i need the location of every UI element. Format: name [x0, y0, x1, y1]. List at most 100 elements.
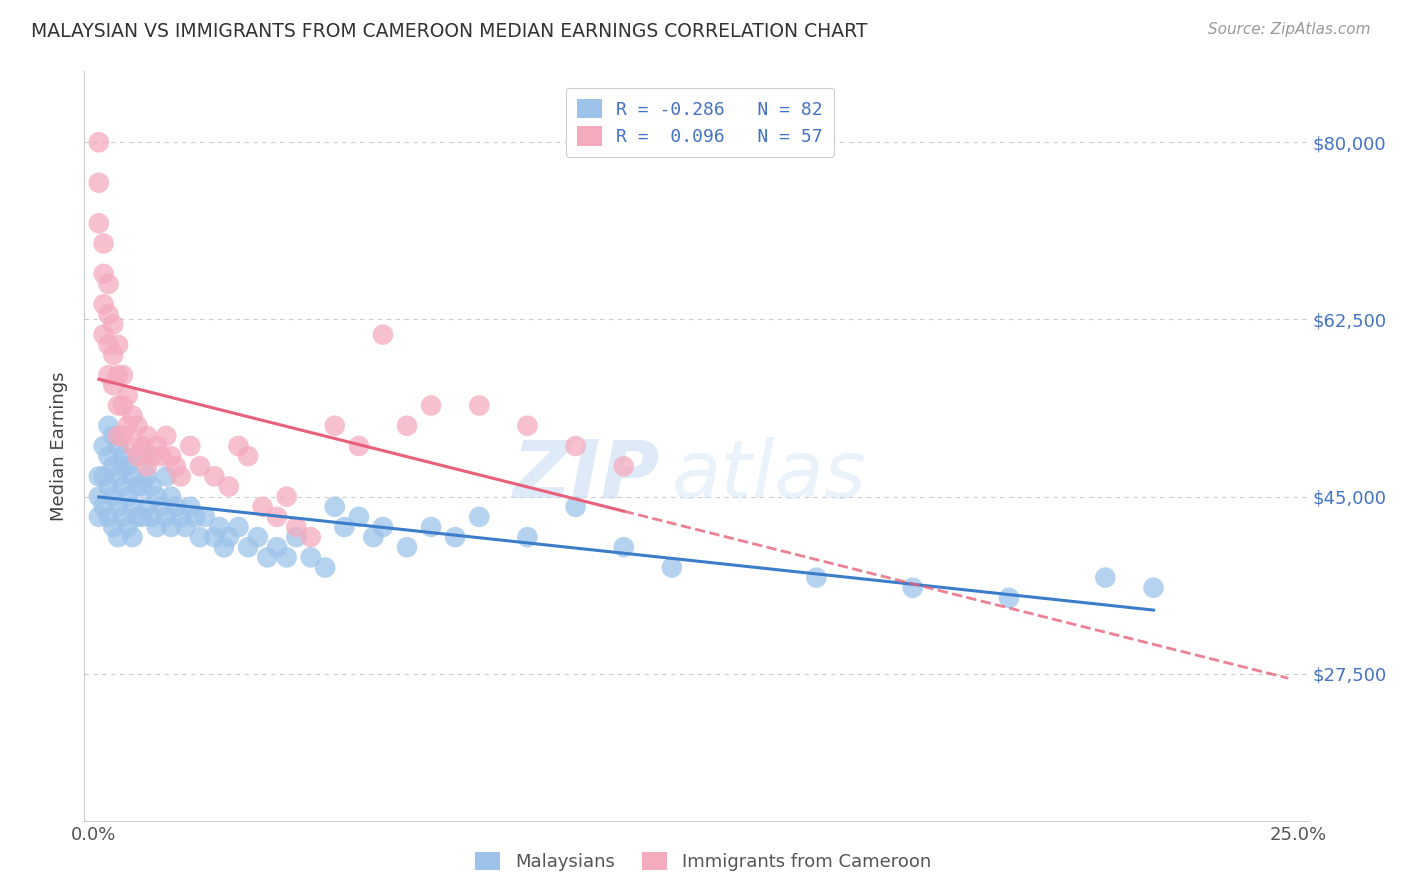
Point [131, 439, 153, 453]
Point [333, 520, 356, 534]
Point [420, 520, 443, 534]
Point [107, 500, 129, 514]
Point [87, 176, 110, 190]
Point [246, 530, 269, 544]
Point [136, 469, 159, 483]
Point [160, 449, 183, 463]
Point [131, 509, 153, 524]
Point [107, 429, 129, 443]
Point [97, 277, 120, 291]
Point [184, 509, 207, 524]
Point [395, 541, 418, 555]
Point [363, 530, 385, 544]
Point [97, 418, 120, 433]
Point [121, 530, 143, 544]
Point [218, 479, 240, 493]
Point [468, 509, 491, 524]
Point [107, 399, 129, 413]
Point [150, 500, 173, 514]
Point [141, 479, 163, 493]
Point [236, 541, 259, 555]
Point [516, 530, 538, 544]
Point [165, 500, 187, 514]
Point [285, 520, 308, 534]
Point [117, 418, 139, 433]
Point [613, 541, 636, 555]
Point [93, 327, 115, 342]
Point [202, 530, 225, 544]
Point [93, 469, 115, 483]
Point [299, 530, 322, 544]
Point [121, 439, 143, 453]
Point [97, 337, 120, 351]
Point [266, 509, 288, 524]
Point [141, 509, 163, 524]
Point [266, 541, 288, 555]
Point [141, 449, 163, 463]
Point [127, 509, 149, 524]
Point [103, 520, 125, 534]
Point [564, 500, 586, 514]
Text: ZIP: ZIP [512, 437, 659, 515]
Point [218, 530, 240, 544]
Point [516, 418, 538, 433]
Point [276, 490, 298, 504]
Legend: R = -0.286   N = 82, R =  0.096   N = 57: R = -0.286 N = 82, R = 0.096 N = 57 [565, 88, 834, 157]
Point [97, 307, 120, 321]
Point [103, 490, 125, 504]
Point [371, 520, 394, 534]
Point [194, 509, 217, 524]
Point [179, 500, 201, 514]
Point [150, 449, 173, 463]
Point [107, 530, 129, 544]
Point [117, 520, 139, 534]
Point [901, 581, 924, 595]
Point [564, 439, 586, 453]
Point [97, 479, 120, 493]
Point [93, 236, 115, 251]
Point [103, 429, 125, 443]
Point [127, 418, 149, 433]
Point [107, 469, 129, 483]
Text: MALAYSIAN VS IMMIGRANTS FROM CAMEROON MEDIAN EARNINGS CORRELATION CHART: MALAYSIAN VS IMMIGRANTS FROM CAMEROON ME… [31, 22, 868, 41]
Point [107, 368, 129, 383]
Point [93, 297, 115, 311]
Point [323, 418, 346, 433]
Point [202, 469, 225, 483]
Point [93, 439, 115, 453]
Point [444, 530, 467, 544]
Point [117, 490, 139, 504]
Point [111, 479, 134, 493]
Point [160, 520, 183, 534]
Point [1142, 581, 1164, 595]
Point [613, 459, 636, 474]
Point [87, 509, 110, 524]
Point [87, 469, 110, 483]
Point [155, 509, 177, 524]
Point [347, 509, 370, 524]
Point [136, 500, 159, 514]
Point [208, 520, 231, 534]
Point [121, 469, 143, 483]
Text: atlas: atlas [672, 437, 866, 515]
Point [93, 500, 115, 514]
Point [188, 459, 211, 474]
Point [179, 439, 201, 453]
Point [111, 509, 134, 524]
Text: Source: ZipAtlas.com: Source: ZipAtlas.com [1208, 22, 1371, 37]
Point [155, 469, 177, 483]
Point [256, 550, 278, 565]
Point [347, 439, 370, 453]
Point [111, 459, 134, 474]
Point [111, 368, 134, 383]
Point [87, 490, 110, 504]
Point [228, 520, 250, 534]
Point [121, 500, 143, 514]
Point [661, 560, 683, 574]
Point [285, 530, 308, 544]
Point [236, 449, 259, 463]
Point [165, 459, 187, 474]
Point [131, 479, 153, 493]
Point [117, 459, 139, 474]
Point [117, 388, 139, 402]
